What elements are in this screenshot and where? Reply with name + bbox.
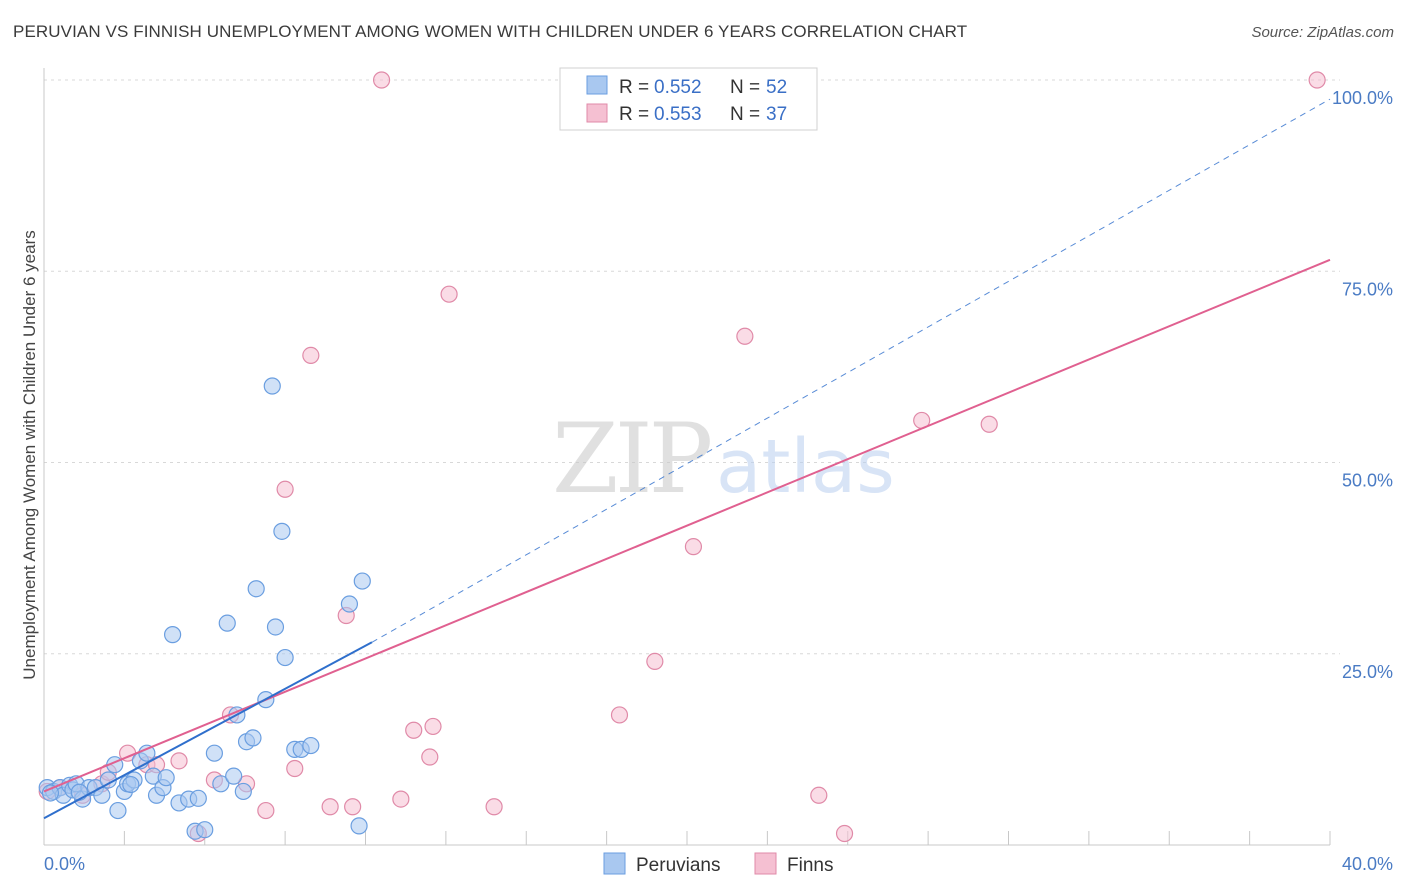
finns-point xyxy=(321,798,339,816)
finns-point xyxy=(485,798,503,816)
peruvians-point xyxy=(353,572,371,590)
peruvians-point xyxy=(157,769,175,787)
finns-point xyxy=(405,721,423,739)
peruvians-points xyxy=(38,377,371,840)
legend: R = 0.552 N = 52 R = 0.553 N = 37 xyxy=(559,67,818,131)
legend-r-value-2: 0.553 xyxy=(654,104,702,125)
peruvians-point xyxy=(225,767,243,785)
peruvians-point xyxy=(247,580,265,598)
chart-source: Source: ZipAtlas.com xyxy=(1251,24,1394,41)
peruvians-point xyxy=(189,789,207,807)
bottom-legend-swatch-finns xyxy=(754,852,777,875)
legend-r-label-2: R = xyxy=(619,104,654,125)
finns-point xyxy=(1308,71,1326,89)
finns-point xyxy=(392,790,410,808)
x-tick-labels: 0.0% 40.0% xyxy=(44,854,1393,874)
bottom-legend: Peruvians Finns xyxy=(603,852,833,876)
y-tick-label: 100.0% xyxy=(1332,88,1393,108)
finns-point xyxy=(344,798,362,816)
peruvians-point xyxy=(212,775,230,793)
finns-point xyxy=(257,801,275,820)
legend-swatch-peruvians xyxy=(586,75,608,95)
finns-point xyxy=(684,538,703,556)
peruvians-point xyxy=(273,522,291,540)
finns-point xyxy=(440,285,458,303)
y-tick-label: 25.0% xyxy=(1342,662,1393,682)
y-tick-labels: 25.0% 50.0% 75.0% 100.0% xyxy=(1332,88,1393,682)
x-tick-label: 0.0% xyxy=(44,854,85,874)
peruvians-trendline-extension xyxy=(371,98,1331,643)
finns-point xyxy=(421,748,439,766)
finns-point xyxy=(302,346,320,364)
peruvians-point xyxy=(109,801,127,820)
legend-n-value-2: 37 xyxy=(766,104,787,125)
peruvians-point xyxy=(164,626,182,644)
legend-r-value-1: 0.552 xyxy=(654,77,702,98)
finns-point xyxy=(170,752,188,770)
finns-point xyxy=(835,824,854,843)
trendlines xyxy=(43,98,1331,820)
peruvians-point xyxy=(266,618,285,636)
legend-r-label-1: R = xyxy=(619,77,654,98)
peruvians-point xyxy=(244,729,262,747)
bottom-legend-swatch-peruvians xyxy=(603,852,626,875)
y-axis-title: Unemployment Among Women with Children U… xyxy=(20,230,39,679)
peruvians-point xyxy=(70,783,88,801)
peruvians-point xyxy=(41,784,60,802)
peruvians-point xyxy=(196,821,214,839)
watermark: ZIP atlas xyxy=(552,403,895,515)
finns-point xyxy=(646,652,664,671)
bottom-legend-label-finns: Finns xyxy=(787,855,833,876)
finns-point xyxy=(372,71,391,89)
finns-point xyxy=(286,759,304,778)
finns-point xyxy=(610,706,629,724)
legend-n-label-2: N = xyxy=(730,104,765,125)
peruvians-point xyxy=(263,377,281,395)
finns-point xyxy=(980,415,998,433)
peruvians-point xyxy=(276,648,294,667)
peruvians-point xyxy=(234,782,252,801)
peruvians-point xyxy=(218,614,236,632)
finns-point xyxy=(424,717,442,736)
peruvians-point xyxy=(122,775,140,794)
finns-point xyxy=(276,480,294,498)
x-ticks xyxy=(43,831,1331,845)
x-tick-label: 40.0% xyxy=(1342,854,1393,874)
watermark-zip: ZIP xyxy=(552,403,711,515)
finns-point xyxy=(736,327,754,345)
legend-n-label-1: N = xyxy=(730,77,765,98)
grid-lines xyxy=(44,79,1340,655)
peruvians-point xyxy=(350,817,368,835)
finns-point xyxy=(810,786,828,804)
y-tick-label: 75.0% xyxy=(1342,279,1393,299)
watermark-atlas: atlas xyxy=(716,424,895,510)
bottom-legend-label-peruvians: Peruvians xyxy=(636,855,721,876)
finns-trendline xyxy=(43,258,1331,793)
legend-swatch-finns xyxy=(586,103,608,123)
peruvians-point xyxy=(302,736,320,755)
y-tick-label: 50.0% xyxy=(1342,471,1393,491)
peruvians-point xyxy=(340,595,359,613)
peruvians-point xyxy=(205,744,223,762)
legend-n-value-1: 52 xyxy=(766,77,787,98)
peruvians-trendline xyxy=(43,641,373,820)
chart-title: PERUVIAN VS FINNISH UNEMPLOYMENT AMONG W… xyxy=(13,22,968,41)
